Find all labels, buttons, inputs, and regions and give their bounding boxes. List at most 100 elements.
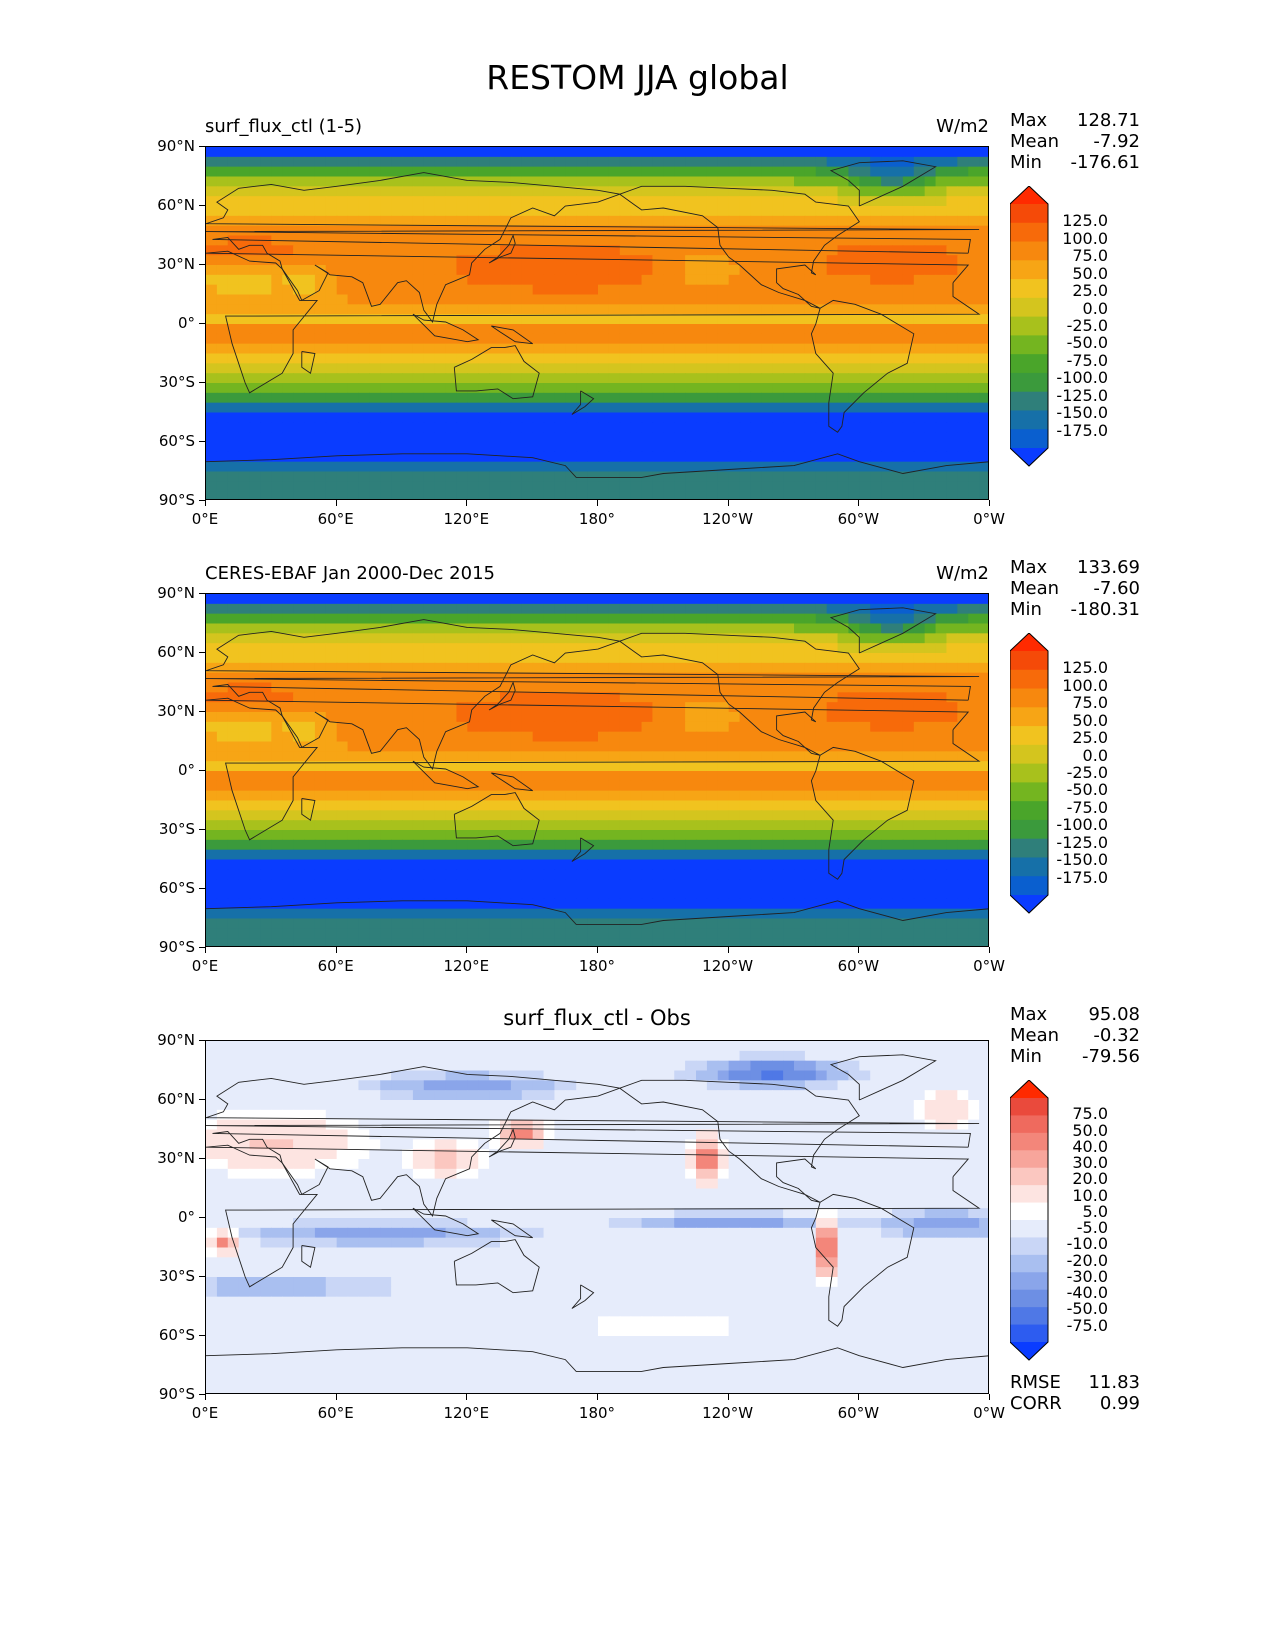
map-field-2 <box>206 594 988 946</box>
colorbar-tick-label: -175.0 <box>1056 867 1108 887</box>
lon-tick-label: 120°E <box>443 510 490 528</box>
colorbar-tick-label: 25.0 <box>1072 281 1108 301</box>
coastline <box>619 185 860 309</box>
colorbar-tick-label: -75.0 <box>1066 797 1108 817</box>
lon-tick-label: 120°W <box>702 957 754 975</box>
stat-min-label: Min <box>1010 152 1042 173</box>
coastline <box>206 1144 981 1288</box>
lon-tick-mark <box>205 947 206 953</box>
stat-min-value: -180.31 <box>1070 599 1140 620</box>
lat-tick-label: 30°N <box>157 255 195 273</box>
colorbar-tick-label: -20.0 <box>1066 1250 1108 1270</box>
lat-tick-mark <box>199 1335 205 1336</box>
coastline <box>488 234 516 264</box>
lat-tick-mark <box>199 382 205 383</box>
lon-tick-mark <box>727 500 729 506</box>
lon-tick-mark <box>989 1394 990 1400</box>
lat-tick-mark <box>199 829 205 830</box>
lat-tick-label: 90°S <box>158 1385 195 1403</box>
colorbar-tick-label: -75.0 <box>1066 1315 1108 1335</box>
stat-mean-label: Mean <box>1010 578 1060 599</box>
lat-tick-mark <box>199 500 205 501</box>
lon-tick-mark <box>597 947 598 953</box>
lat-tick-mark <box>199 652 205 653</box>
coastline <box>206 697 981 841</box>
colorbar-tick-label: 50.0 <box>1072 710 1108 730</box>
colorbar-2 <box>1010 633 1049 914</box>
stat-mean-value: -7.60 <box>1093 578 1140 599</box>
panel-center-title: surf_flux_ctl - Obs <box>503 1006 691 1030</box>
lat-tick-mark <box>199 1158 205 1159</box>
lon-tick-mark <box>597 500 598 506</box>
lat-tick-label: 30°S <box>158 1267 195 1285</box>
units-label: W/m2 <box>936 563 989 584</box>
colorbar-tick-label: -25.0 <box>1066 763 1108 782</box>
coastline <box>491 325 533 345</box>
lat-tick-label: 60°S <box>158 879 195 897</box>
colorbar-tick-label: -175.0 <box>1056 420 1108 440</box>
coastline <box>412 1207 480 1237</box>
lat-tick-mark <box>199 441 205 442</box>
map-panel-1 <box>205 146 989 500</box>
stat-max-label: Max <box>1010 1004 1048 1025</box>
colorbar-3 <box>1010 1080 1049 1361</box>
lon-tick-label: 0°W <box>973 957 1005 975</box>
coastline <box>810 299 915 433</box>
lon-tick-mark <box>989 947 990 953</box>
coastline <box>453 792 540 847</box>
lat-tick-label: 90°N <box>157 1031 195 1049</box>
colorbar-tick-label: 30.0 <box>1072 1153 1108 1173</box>
map-panel-3 <box>205 1040 989 1394</box>
lon-tick-label: 180° <box>578 1404 616 1422</box>
lat-tick-mark <box>199 947 205 948</box>
colorbar-tick-label: -125.0 <box>1056 832 1108 852</box>
colorbar-tick-label: 50.0 <box>1072 1120 1108 1140</box>
coastline <box>301 1245 316 1268</box>
colorbar-tick-label: 0.0 <box>1082 298 1108 318</box>
lon-tick-label: 180° <box>578 510 616 528</box>
coastline <box>453 345 540 400</box>
coastline <box>488 1128 516 1158</box>
coastline <box>829 1054 937 1101</box>
lon-tick-label: 180° <box>578 957 616 975</box>
lon-tick-label: 0°E <box>191 957 219 975</box>
lat-tick-mark <box>199 264 205 265</box>
corr-label: CORR <box>1010 1393 1062 1414</box>
lon-tick-mark <box>205 1394 206 1400</box>
rmse-label: RMSE <box>1010 1372 1061 1393</box>
rmse-value: 11.83 <box>1088 1372 1140 1393</box>
stat-max-label: Max <box>1010 110 1048 131</box>
colorbar-tick-label: -100.0 <box>1056 368 1108 388</box>
coastline <box>206 1066 980 1218</box>
colorbar-tick-label: 125.0 <box>1062 658 1108 678</box>
figure-title: RESTOM JJA global <box>486 58 789 97</box>
coastline <box>571 390 595 415</box>
lat-tick-label: 30°S <box>158 820 195 838</box>
lat-tick-label: 60°N <box>157 196 195 214</box>
lon-tick-mark <box>989 500 990 506</box>
colorbar-tick-label: -150.0 <box>1056 850 1108 870</box>
colorbar-tick-label: 25.0 <box>1072 728 1108 748</box>
coastline <box>810 746 915 880</box>
colorbar-tick-label: 75.0 <box>1072 246 1108 266</box>
lon-tick-mark <box>858 500 860 506</box>
coastline <box>412 313 480 343</box>
corr-value: 0.99 <box>1099 1393 1140 1414</box>
lat-tick-label: 90°S <box>158 491 195 509</box>
lon-tick-mark <box>466 500 468 506</box>
lat-tick-label: 0° <box>177 761 195 779</box>
lat-tick-mark <box>199 770 205 771</box>
lon-tick-mark <box>466 1394 468 1400</box>
lat-tick-label: 60°S <box>158 1326 195 1344</box>
coastline <box>488 681 516 711</box>
colorbar-tick-label: -30.0 <box>1066 1266 1108 1286</box>
lon-tick-label: 120°W <box>702 1404 754 1422</box>
lon-tick-label: 120°E <box>443 957 490 975</box>
stat-max-value: 133.69 <box>1077 557 1140 578</box>
lon-tick-mark <box>858 1394 860 1400</box>
lat-tick-mark <box>199 1040 205 1041</box>
stat-min-label: Min <box>1010 599 1042 620</box>
lon-tick-label: 60°E <box>317 957 354 975</box>
coastline <box>206 172 980 324</box>
colorbar-tick-label: 125.0 <box>1062 211 1108 231</box>
